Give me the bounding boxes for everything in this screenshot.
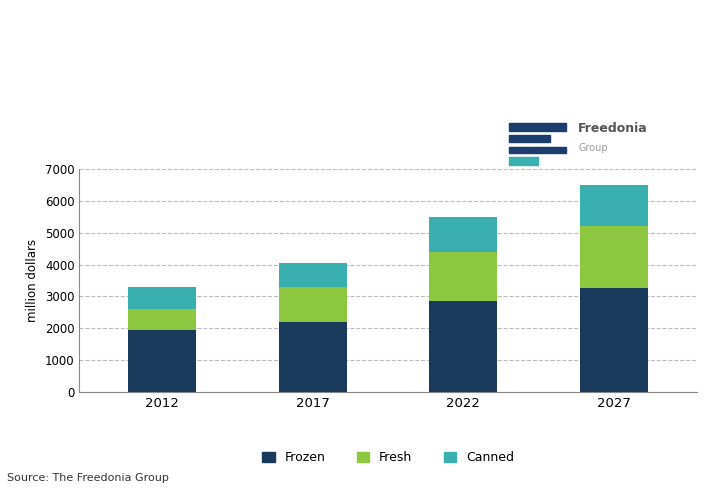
Bar xyxy=(430,252,497,301)
Text: Freedonia: Freedonia xyxy=(578,122,648,135)
Text: (million dollars): (million dollars) xyxy=(9,81,101,94)
Text: 2012, 2017, 2022, & 2027: 2012, 2017, 2022, & 2027 xyxy=(9,54,164,67)
Text: Group: Group xyxy=(578,143,608,153)
Text: Prepared Foods Packaging Demand by Food Format,: Prepared Foods Packaging Demand by Food … xyxy=(9,28,316,41)
Bar xyxy=(279,287,347,322)
Text: Figure 3-3.: Figure 3-3. xyxy=(9,3,71,16)
Bar xyxy=(510,123,566,131)
Bar xyxy=(129,287,196,309)
Bar xyxy=(129,330,196,392)
Legend: Frozen, Fresh, Canned: Frozen, Fresh, Canned xyxy=(258,447,518,468)
Bar xyxy=(510,157,538,165)
Text: Source: The Freedonia Group: Source: The Freedonia Group xyxy=(7,473,169,483)
Bar xyxy=(430,217,497,252)
Bar xyxy=(279,263,347,287)
Bar xyxy=(430,301,497,392)
Y-axis label: million dollars: million dollars xyxy=(27,239,40,322)
Bar xyxy=(510,135,550,142)
Bar xyxy=(279,322,347,392)
Bar xyxy=(510,147,566,153)
Bar xyxy=(580,185,648,226)
Bar xyxy=(580,226,648,289)
Bar xyxy=(129,309,196,330)
Bar xyxy=(580,289,648,392)
